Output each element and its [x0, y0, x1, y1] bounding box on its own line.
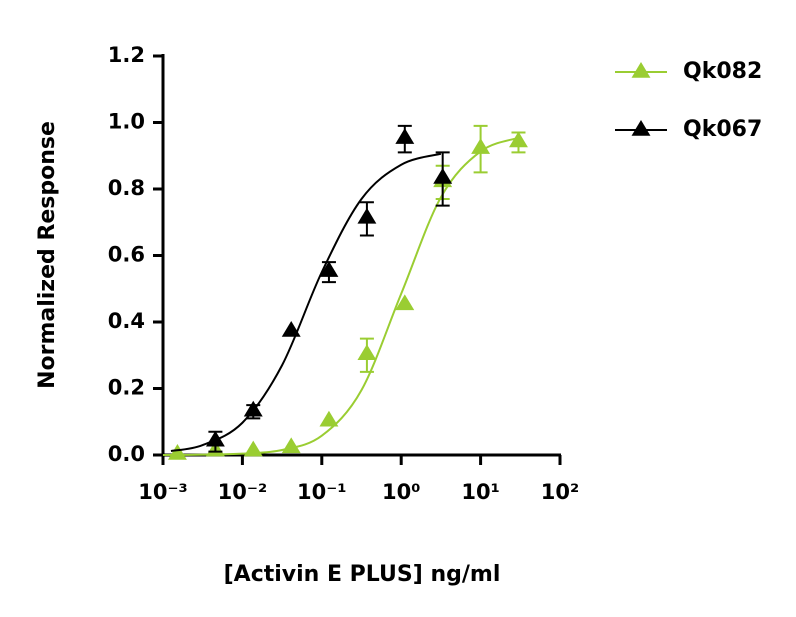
data-point: [243, 400, 263, 417]
x-tick-label: 10⁻³: [138, 480, 188, 504]
data-point: [281, 437, 301, 454]
data-point: [205, 430, 225, 447]
data-point: [357, 207, 377, 224]
data-point: [357, 344, 377, 360]
data-point: [243, 440, 263, 457]
data-point: [471, 138, 491, 154]
data-point: [433, 168, 453, 184]
y-axis-title: Normalized Response: [35, 121, 60, 389]
data-point: [395, 128, 415, 144]
data-point: [319, 261, 339, 277]
legend-marker: [631, 62, 651, 78]
data-point: [167, 444, 187, 460]
y-tick-label: 1.2: [108, 43, 145, 67]
data-point: [281, 320, 301, 337]
legend-label: Qk082: [683, 59, 762, 84]
legend-marker: [631, 120, 651, 136]
y-tick-label: 1.0: [108, 110, 145, 134]
x-axis-title: [Activin E PLUS] ng/ml: [224, 562, 501, 587]
x-tick-label: 10¹: [461, 480, 499, 504]
y-tick-label: 0.0: [108, 442, 145, 466]
fit-curve: [162, 136, 521, 456]
x-tick-label: 10⁻²: [218, 480, 268, 504]
x-tick-label: 10⁻¹: [297, 480, 347, 504]
data-point: [319, 410, 339, 427]
x-tick-label: 10⁰: [382, 480, 420, 504]
y-tick-label: 0.2: [108, 376, 145, 400]
legend-label: Qk067: [683, 117, 762, 142]
y-tick-label: 0.4: [108, 309, 145, 333]
data-point: [395, 294, 415, 311]
x-tick-label: 10²: [541, 480, 579, 504]
data-point: [509, 131, 528, 148]
y-tick-label: 0.6: [108, 243, 145, 267]
y-tick-label: 0.8: [108, 176, 145, 200]
